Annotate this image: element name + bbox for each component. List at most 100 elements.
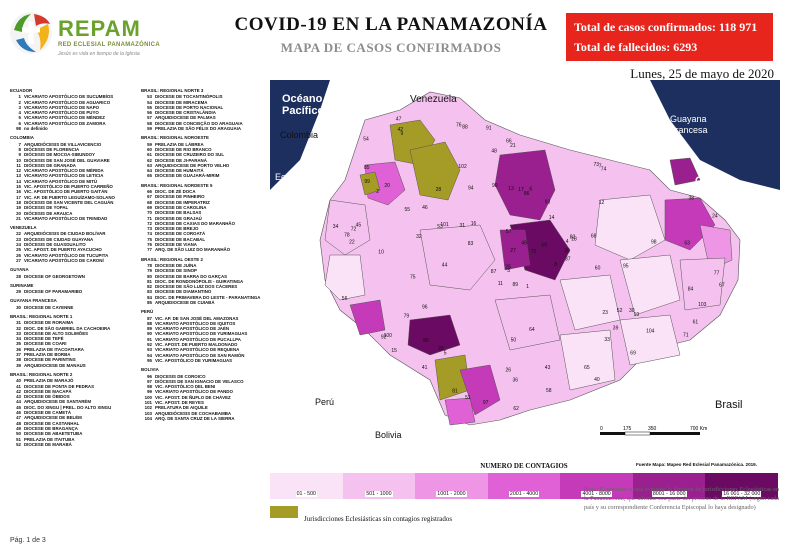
index-item-number: 14 [16,178,21,184]
index-item-number: 57 [147,115,152,121]
jurisdiction-number: 84 [688,287,694,293]
index-item: 58 DIOCESE DE CONCEIÇÃO DO ARAGUAIA [141,121,266,126]
index-section-title: BRASIL: REGIONAL NORTE 2 [10,371,73,377]
index-item: 41 DIOCESE DE PONTA DE PEDRAS [10,384,138,389]
index-item-name: DIOCESE DE PORTO NACIONAL [155,104,224,110]
index-item-name: DIOCESE DE TEFÉ [24,336,64,342]
index-item-name: DIOCESE DE CAXIAS DO MARANHÃO [155,220,236,226]
index-item-name: VIC. APOST. DE REYES [155,400,204,406]
index-item-number: 59 [147,126,152,132]
index-item-number: 59 [147,141,152,147]
index-item: 82 DIOCESE DE SÃO LUIZ DOS CÁCERES [141,284,266,289]
index-item-name: DIÓCESIS DE SAN IGNACIO DE VELASCO [155,378,244,384]
index-item-name: DIOCESE DE CAMETÁ [24,410,72,416]
index-item: 48 DIOCESE DE CASTANHAL [10,421,138,426]
index-item: 29 DIOCESE OF PARAMARIBO [10,289,138,294]
covid-map: 1234567891011121314151617181920212223242… [270,80,780,460]
index-item: 70 DIOCESE DE BALSAS [141,210,266,215]
index-item-name: DIOCESE DE RORAIMA [24,320,74,326]
index-item-number: 96 [147,373,152,379]
index-item-number: 95 [147,357,152,363]
jurisdiction-number: 89 [513,282,519,288]
legend-class: 16 001 - 32 000 [705,473,779,499]
index-item-number: 15 [16,184,21,190]
index-item-name: VICARIATO APOSTÓLICO DE MITÚ [24,178,98,184]
index-item: 60 DIOCESE DE RIO BRANCO [141,147,266,152]
index-item-number: 98 [147,384,152,390]
label-ecuador: Ecuador [275,172,309,182]
index-item-number: 62 [147,157,152,163]
jurisdiction-number: 14 [549,215,555,221]
index-item-name: VIC. AP. DE PUERTO LEGUÍZAMO-SOLANO [24,194,115,200]
jurisdictions-layer [324,119,733,426]
index-item: 37 PRELAZIA DE BORBA [10,352,138,357]
index-item: 6 VICARIATO APOSTÓLICO DE ZAMORA [10,121,138,126]
jurisdiction-number: 65 [584,365,590,371]
jurisdiction-number: 10 [378,249,384,255]
jurisdiction-number: 77 [714,270,720,276]
index-item-number: 89 [147,326,152,332]
label-bolivia: Bolivia [375,430,402,440]
index-item: 8 DIÓCESIS DE FLORENCIA [10,147,138,152]
index-item-name: VICARIATO APOSTÓLICO DE ZAMORA [24,120,106,126]
jurisdiction-number: 90 [492,183,498,189]
index-item-number: 84 [147,294,152,300]
index-item-name: VIC. APOST. DE PUERTO AYACUCHO [24,247,102,253]
jurisdiction-number: 76 [456,123,462,129]
jurisdiction-area [324,199,371,256]
index-item: 94 VICARIATO APOSTÓLICO DE SAN RAMÓN [141,353,266,358]
jurisdiction-area [419,224,496,291]
jurisdiction-area [324,254,366,301]
jurisdiction-number: 52 [617,308,623,314]
jurisdiction-number: 17 [518,187,524,193]
index-item: 97 DIÓCESIS DE SAN IGNACIO DE VELASCO [141,379,266,384]
index-item-name: DIOCESE DE PINHEIRO [155,194,205,200]
jurisdiction-number: 40 [594,377,600,383]
index-item-number: 79 [147,268,152,274]
index-item-number: 54 [147,99,152,105]
index-item-name: DIOCESE DE MARABÁ [24,441,72,447]
index-item-name: DIÓCESIS DE GUASDUALITO [24,242,86,248]
index-item-number: 17 [16,194,21,200]
jurisdiction-number: 51 [465,395,471,401]
index-item: 84 DIOC. DE PRIMAVERA DO LESTE - PARANATI… [141,295,266,300]
index-item-name: DIOC. DE SÃO GABRIEL DA CACHOEIRA [24,325,111,331]
index-item-name: DIOCESE DE BRAGANÇA [24,425,78,431]
index-item-number: 1 [18,94,21,100]
jurisdiction-number: 8 [554,262,557,268]
index-item: 62 DIOCESE DE JI-PARANÁ [141,158,266,163]
jurisdiction-number: 54 [363,137,369,143]
index-item-name: DIOCESE DE CASTANHAL [24,420,80,426]
index-item-number: 98 [16,126,21,132]
index-item: 88 VICARIATO APOSTÓLICO DE IQUITOS [141,321,266,326]
index-item-number: 74 [147,231,152,237]
jurisdiction-number: 39 [613,325,619,331]
jurisdiction-area [619,254,681,316]
index-item: 10 DIÓCESIS DE SAN JOSÉ DEL GUAVIARE [10,158,138,163]
index-item: 92 VIC. APOST. DE PUERTO MALDONADO [141,342,266,347]
index-item-number: 61 [147,152,152,158]
jurisdiction-number: 4 [566,239,569,245]
legend-class-label: 16 001 - 32 000 [722,491,762,497]
index-item: 64 DIOCESE DE HUMAITÁ [141,168,266,173]
index-item-name: VIC. AP. DE SAN JOSÉ DEL AMAZONAS [155,315,239,321]
index-item: 56 DIOCESE DE CRISTALÂNDIA [141,110,266,115]
jurisdiction-number: 60 [595,266,601,272]
total-cases: Total de casos confirmados: 118 971 [574,20,758,34]
repam-logo: REPAM RED ECLESIAL PANAMAZÓNICA Jesús es… [8,10,218,66]
jurisdiction-number: 94 [468,186,474,192]
index-section-title: PERÚ [141,309,154,315]
index-section-title: BRASIL: REGIONAL NORTE 1 [10,313,73,319]
jurisdiction-number: 37 [565,257,571,263]
index-item-number: 99 [147,389,152,395]
index-item: 12 VICARIATO APOSTÓLICO DE MÉRIDA [10,168,138,173]
scale-label-175: 175 [623,426,632,432]
index-item: 89 VICARIATO APOSTÓLICO DE JAÉN [141,326,266,331]
jurisdiction-number: 9 [401,131,404,137]
index-section-title: BRASIL: REGIONAL NOROESTE [141,135,209,141]
index-item: 11 DIÓCESIS DE GRANADA [10,163,138,168]
jurisdiction-number: 101 [440,222,449,228]
index-item: 65 DIOCESE DE GUAJARÁ-MIRIM [141,173,266,178]
jurisdiction-number: 66 [506,139,512,145]
jurisdiction-number: 98 [651,240,657,246]
